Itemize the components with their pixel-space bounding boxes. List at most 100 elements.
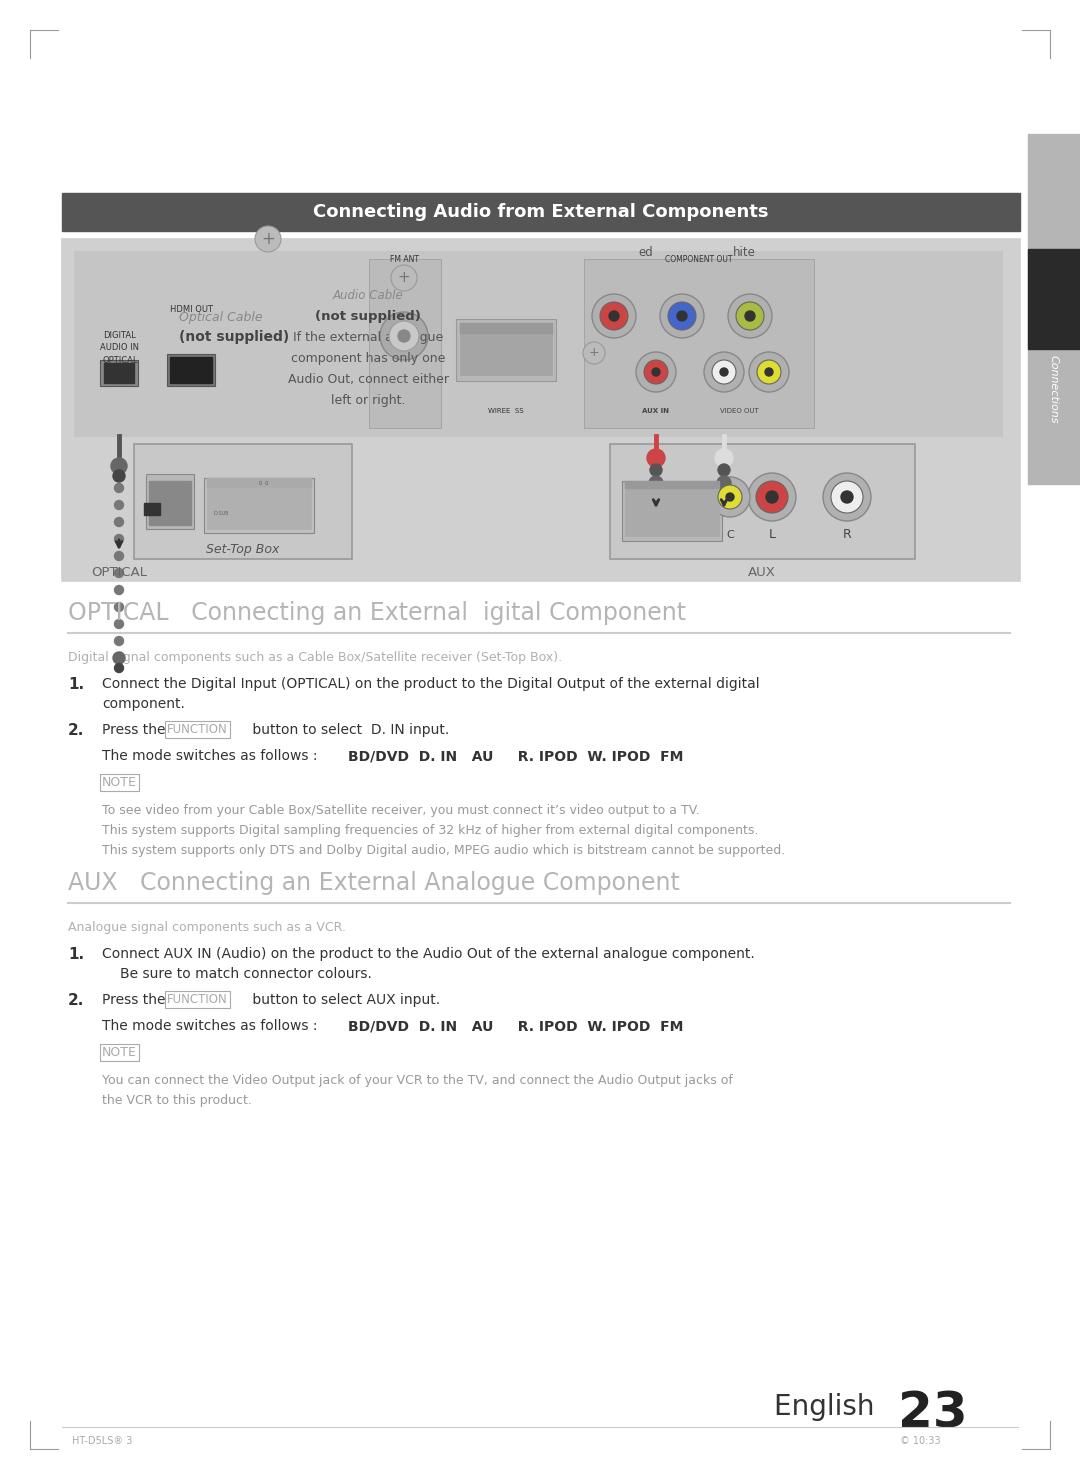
Text: Optical Cable: Optical Cable [179,311,262,324]
Circle shape [652,368,660,376]
Bar [456,319,556,382]
Text: 0  0: 0 0 [259,481,269,487]
Text: Audio Cable: Audio Cable [333,288,403,302]
Circle shape [114,568,123,577]
Text: L: L [769,528,775,541]
Text: 1.: 1. [68,677,84,692]
Text: The mode switches as follows :: The mode switches as follows : [102,1019,322,1032]
Text: Analogue signal components such as a VCR.: Analogue signal components such as a VCR… [68,921,346,935]
Circle shape [647,450,665,467]
Circle shape [380,312,428,359]
Bar [1028,248,1080,349]
Text: +: + [397,271,410,285]
Bar [144,503,160,515]
Circle shape [748,473,796,521]
Text: VIDEO OUT: VIDEO OUT [719,408,758,414]
Bar [75,251,1002,436]
Text: Connect the Digital Input (OPTICAL) on the product to the Digital Output of the : Connect the Digital Input (OPTICAL) on t… [102,677,759,691]
Bar [207,478,311,487]
Circle shape [712,359,735,385]
Circle shape [111,458,127,473]
Bar [170,356,212,383]
Circle shape [728,294,772,339]
Bar [369,259,441,427]
Circle shape [831,481,863,513]
Text: This system supports Digital sampling frequencies of 32 kHz of higher from exter: This system supports Digital sampling fr… [102,824,758,837]
Circle shape [636,352,676,392]
Text: NOTE: NOTE [102,776,137,788]
Text: R: R [842,528,851,541]
Bar [625,481,719,488]
Text: C: C [726,529,734,540]
Circle shape [113,652,125,664]
Text: Audio Out, connect either: Audio Out, connect either [287,373,448,386]
Circle shape [114,602,123,611]
Text: +: + [261,231,275,248]
Text: Connections: Connections [1049,355,1059,423]
Text: ed: ed [638,247,653,259]
Circle shape [718,464,730,476]
Text: You can connect the Video Output jack of your VCR to the TV, and connect the Aud: You can connect the Video Output jack of… [102,1074,733,1087]
Circle shape [718,485,742,509]
Text: AUX   Connecting an External Analogue Component: AUX Connecting an External Analogue Comp… [68,871,680,895]
Circle shape [715,450,733,467]
Text: 2.: 2. [68,723,84,738]
Text: HDMI OUT: HDMI OUT [170,305,213,314]
Bar [62,240,1020,581]
Bar [1028,135,1080,484]
Text: If the external analogue: If the external analogue [293,331,443,345]
Circle shape [114,586,123,595]
Circle shape [114,552,123,561]
Text: AUX IN: AUX IN [643,408,670,414]
Circle shape [644,359,669,385]
Bar [204,478,314,532]
Bar [625,488,719,535]
Circle shape [389,321,419,351]
Text: the VCR to this product.: the VCR to this product. [102,1094,252,1106]
Circle shape [650,464,662,476]
Circle shape [114,484,123,493]
Text: component has only one: component has only one [291,352,445,365]
Text: FUNCTION: FUNCTION [167,992,228,1006]
Circle shape [600,302,627,330]
Text: WIREE  SS: WIREE SS [488,408,524,414]
Text: DIGITAL
AUDIO IN
OPTICAL: DIGITAL AUDIO IN OPTICAL [100,331,139,365]
Circle shape [823,473,870,521]
Text: Press the: Press the [102,992,170,1007]
Circle shape [114,620,123,629]
Circle shape [651,488,661,498]
Circle shape [756,481,788,513]
Circle shape [114,518,123,527]
Circle shape [113,470,125,482]
Circle shape [583,342,605,364]
Circle shape [669,302,696,330]
Circle shape [114,500,123,509]
Text: COMPONENT OUT: COMPONENT OUT [665,254,732,263]
Bar [149,481,191,525]
Text: NOTE: NOTE [102,1046,137,1059]
Bar [100,359,138,386]
Text: Digital signal components such as a Cable Box/Satellite receiver (Set-Top Box).: Digital signal components such as a Cabl… [68,651,562,664]
Bar [146,473,194,529]
Bar [134,444,352,559]
Circle shape [391,265,417,291]
Text: 1.: 1. [68,947,84,961]
Circle shape [719,488,729,498]
Circle shape [114,534,123,543]
Circle shape [757,359,781,385]
Circle shape [660,294,704,339]
Circle shape [399,330,410,342]
Text: To see video from your Cable Box/Satellite receiver, you must connect it’s video: To see video from your Cable Box/Satelli… [102,805,700,816]
Circle shape [841,491,853,503]
Bar [460,322,552,333]
Text: AUX: AUX [748,566,775,580]
Circle shape [255,226,281,251]
Text: 2.: 2. [68,992,84,1009]
Circle shape [710,478,750,518]
Text: HT-D5LS® 3: HT-D5LS® 3 [72,1436,133,1446]
Circle shape [750,352,789,392]
Text: Set-Top Box: Set-Top Box [206,543,280,556]
Bar [207,487,311,529]
Text: This system supports only DTS and Dolby Digital audio, MPEG audio which is bitst: This system supports only DTS and Dolby … [102,845,785,856]
Bar [460,331,552,376]
